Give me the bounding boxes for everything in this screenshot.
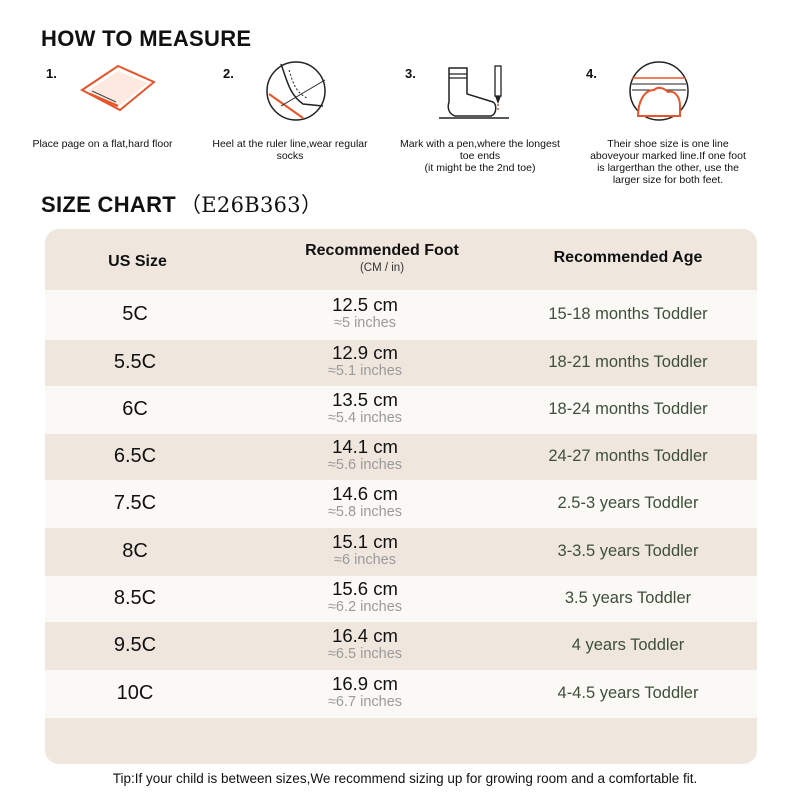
table-row: 10C 16.9 cm ≈6.7 inches 4-4.5 years Toddler (45, 670, 757, 718)
step-number: 2. (223, 66, 234, 81)
recommended-age-cell: 24-27 months Toddler (548, 447, 708, 465)
header-foot-label: Recommended Foot (305, 242, 459, 259)
table-row: 6C 13.5 cm ≈5.4 inches 18-24 months Toddler (45, 386, 757, 434)
us-size-cell: 5C (122, 303, 148, 325)
recommended-age-cell: 15-18 months Toddler (548, 305, 708, 323)
foot-length-cm: 14.1 cm (332, 436, 398, 457)
us-size-cell: 6C (122, 398, 148, 420)
recommended-age-cell: 3.5 years Toddler (564, 589, 692, 607)
us-size-cell: 9.5C (113, 634, 157, 656)
step-number: 1. (46, 66, 57, 81)
foot-length-cm: 15.6 cm (332, 578, 398, 599)
sizing-tip: Tip:If your child is between sizes,We re… (112, 771, 698, 786)
foot-length-cm: 14.6 cm (332, 483, 398, 504)
table-row: 8C 15.1 cm ≈6 inches 3-3.5 years Toddler (45, 528, 757, 576)
table-row: 5C 12.5 cm ≈5 inches 15-18 months Toddler (45, 290, 757, 340)
us-size-cell: 8C (122, 540, 148, 562)
step-caption: Mark with a pen,where the longest toe en… (400, 138, 560, 174)
foot-length-cm: 16.4 cm (332, 625, 398, 646)
foot-length-inches: ≈5.6 inches (327, 457, 403, 473)
recommended-age-cell: 3-3.5 years Toddler (557, 542, 699, 560)
recommended-age-cell: 18-24 months Toddler (548, 400, 708, 418)
foot-length-inches: ≈6.5 inches (327, 646, 403, 662)
how-to-measure-title: HOW TO MEASURE (41, 26, 252, 51)
recommended-age-cell: 18-21 months Toddler (548, 353, 708, 371)
foot-length-cm: 12.5 cm (332, 294, 398, 315)
toe-line-icon (629, 61, 689, 121)
recommended-age-cell: 4 years Toddler (571, 636, 685, 654)
us-size-cell: 7.5C (113, 492, 157, 514)
foot-length-inches: ≈6 inches (334, 552, 396, 568)
us-size-cell: 8.5C (113, 587, 157, 609)
table-row: 5.5C 12.9 cm ≈5.1 inches 18-21 months Toddl… (45, 340, 757, 386)
step-number: 4. (586, 66, 597, 81)
table-row: 6.5C 14.1 cm ≈5.6 inches 24-27 months Toddl… (45, 434, 757, 480)
foot-length-cm: 16.9 cm (332, 673, 398, 694)
foot-length-inches: ≈5.8 inches (327, 504, 403, 520)
us-size-cell: 6.5C (113, 445, 157, 467)
header-us-size: US Size (108, 253, 167, 270)
step-caption: Place page on a flat,hard floor (32, 138, 173, 150)
step-caption: Their shoe size is one line aboveyour ma… (590, 138, 746, 186)
heel-at-line-icon (266, 61, 326, 121)
size-chart-title: SIZE CHART （E26B363） (41, 189, 322, 219)
recommended-age-cell: 2.5-3 years Toddler (557, 494, 699, 512)
foot-length-inches: ≈6.2 inches (327, 599, 403, 615)
header-foot-unit: (CM / in) (359, 262, 405, 274)
sock-and-pen-icon (439, 65, 509, 119)
table-row: 8.5C 15.6 cm ≈6.2 inches 3.5 years Toddler (45, 576, 757, 622)
us-size-cell: 5.5C (113, 351, 157, 373)
step-number: 3. (405, 66, 416, 81)
foot-length-cm: 15.1 cm (332, 531, 398, 552)
product-code: （E26B363） (180, 193, 323, 217)
us-size-cell: 10C (116, 682, 154, 704)
header-recommended-foot: Recommended Foot (CM / in) (265, 242, 499, 274)
foot-length-cm: 12.9 cm (332, 342, 398, 363)
size-chart-table: US Size Recommended Foot (CM / in) Recomm… (45, 229, 757, 764)
header-recommended-age: Recommended Age (553, 249, 703, 266)
foot-length-cm: 13.5 cm (332, 389, 398, 410)
table-row: 9.5C 16.4 cm ≈6.5 inches 4 years Toddler (45, 622, 757, 670)
size-chart-title-text: SIZE CHART (41, 192, 176, 217)
table-row: 7.5C 14.6 cm ≈5.8 inches 2.5-3 years Toddle… (45, 480, 757, 528)
step-caption: Heel at the ruler line,wear regular sock… (212, 138, 368, 162)
foot-length-inches: ≈5.1 inches (327, 363, 403, 379)
paper-on-floor-icon (80, 64, 156, 112)
table-header: US Size Recommended Foot (CM / in) Recomm… (45, 229, 757, 290)
foot-length-inches: ≈5.4 inches (327, 410, 403, 426)
foot-length-inches: ≈6.7 inches (327, 694, 403, 710)
recommended-age-cell: 4-4.5 years Toddler (557, 684, 699, 702)
foot-length-inches: ≈5 inches (334, 315, 396, 331)
